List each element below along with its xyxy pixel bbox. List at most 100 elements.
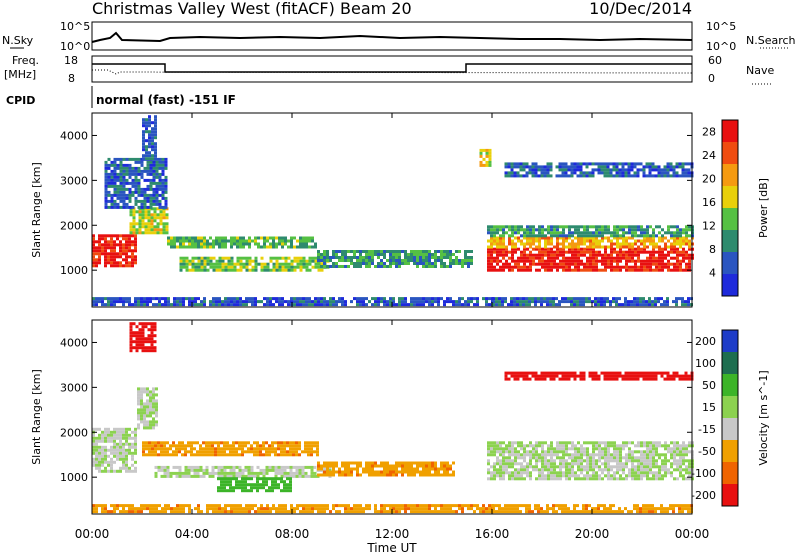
range-cell [289,465,293,469]
range-cell [544,268,547,272]
range-cell [544,477,547,481]
range-cell [149,411,152,415]
range-cell [517,474,520,478]
range-cell [634,468,637,472]
range-cell [314,297,317,301]
range-cell [380,504,383,508]
range-cell [190,444,193,448]
range-cell [648,300,651,304]
range-cell [633,297,636,301]
range-cell [568,447,571,451]
range-cell [679,236,682,240]
range-cell [550,228,553,232]
range-cell [598,465,601,469]
range-cell [568,471,571,475]
range-cell [176,300,179,304]
range-cell [137,199,141,203]
range-cell [148,441,151,445]
range-cell [265,441,268,445]
range-cell [525,300,528,304]
range-cell [371,464,374,468]
range-cell [265,480,268,484]
range-cell [362,297,365,301]
range-cell [547,477,550,481]
range-cell [232,450,235,454]
range-cell [155,387,158,391]
scatter-region [154,465,332,478]
range-cell [663,171,667,175]
range-cell [179,510,182,514]
range-cell [675,300,678,304]
range-cell [571,474,574,478]
range-cell [164,303,167,307]
range-cell [520,441,523,445]
range-cell [607,471,610,475]
range-cell [627,168,631,172]
range-cell [311,259,315,263]
range-cell [511,256,514,260]
range-cell [672,168,676,172]
range-cell [290,239,293,243]
range-cell [401,297,404,301]
range-cell [684,300,687,304]
range-cell [218,259,222,263]
range-cell [217,465,221,469]
range-cell [493,228,496,232]
range-cell [511,253,514,257]
range-cell [625,459,628,463]
range-cell [250,483,253,487]
range-cell [425,461,428,465]
range-cell [490,450,493,454]
range-cell [128,300,131,304]
range-cell [616,456,619,460]
range-cell [155,163,159,167]
range-cell [221,239,224,243]
range-cell [616,462,619,466]
range-cell [227,303,230,307]
range-cell [682,447,685,451]
range-cell [194,262,198,266]
range-cell [479,507,482,511]
range-cell [443,461,446,465]
range-cell [407,473,410,477]
range-cell [487,268,490,272]
range-cell [645,174,649,178]
range-cell [104,430,107,434]
range-cell [380,300,383,304]
range-cell [682,236,685,240]
range-cell [580,456,583,460]
range-cell [655,265,658,269]
range-cell [104,504,107,508]
range-cell [242,510,245,514]
range-cell [496,262,499,266]
range-cell [152,420,155,424]
range-cell [619,474,622,478]
range-cell [559,234,562,238]
range-cell [553,253,556,257]
range-cell [104,234,107,238]
range-cell [651,174,655,178]
range-cell [487,259,490,263]
range-cell [152,393,155,397]
range-cell [359,265,362,268]
range-cell [416,510,419,514]
range-cell [162,228,166,232]
range-cell [416,262,419,265]
range-cell [200,242,203,246]
range-cell [595,231,598,235]
range-cell [290,236,293,240]
range-cell [502,231,505,235]
range-cell [275,300,278,304]
range-cell [110,205,114,209]
range-cell [353,504,356,508]
range-cell [158,178,162,182]
range-cell [541,253,544,257]
range-cell [664,262,667,266]
range-cell [675,303,678,307]
range-cell [335,262,338,265]
range-cell [446,507,449,511]
range-cell [636,162,640,166]
range-cell [263,242,266,246]
range-cell [298,471,302,475]
range-cell [290,504,293,508]
